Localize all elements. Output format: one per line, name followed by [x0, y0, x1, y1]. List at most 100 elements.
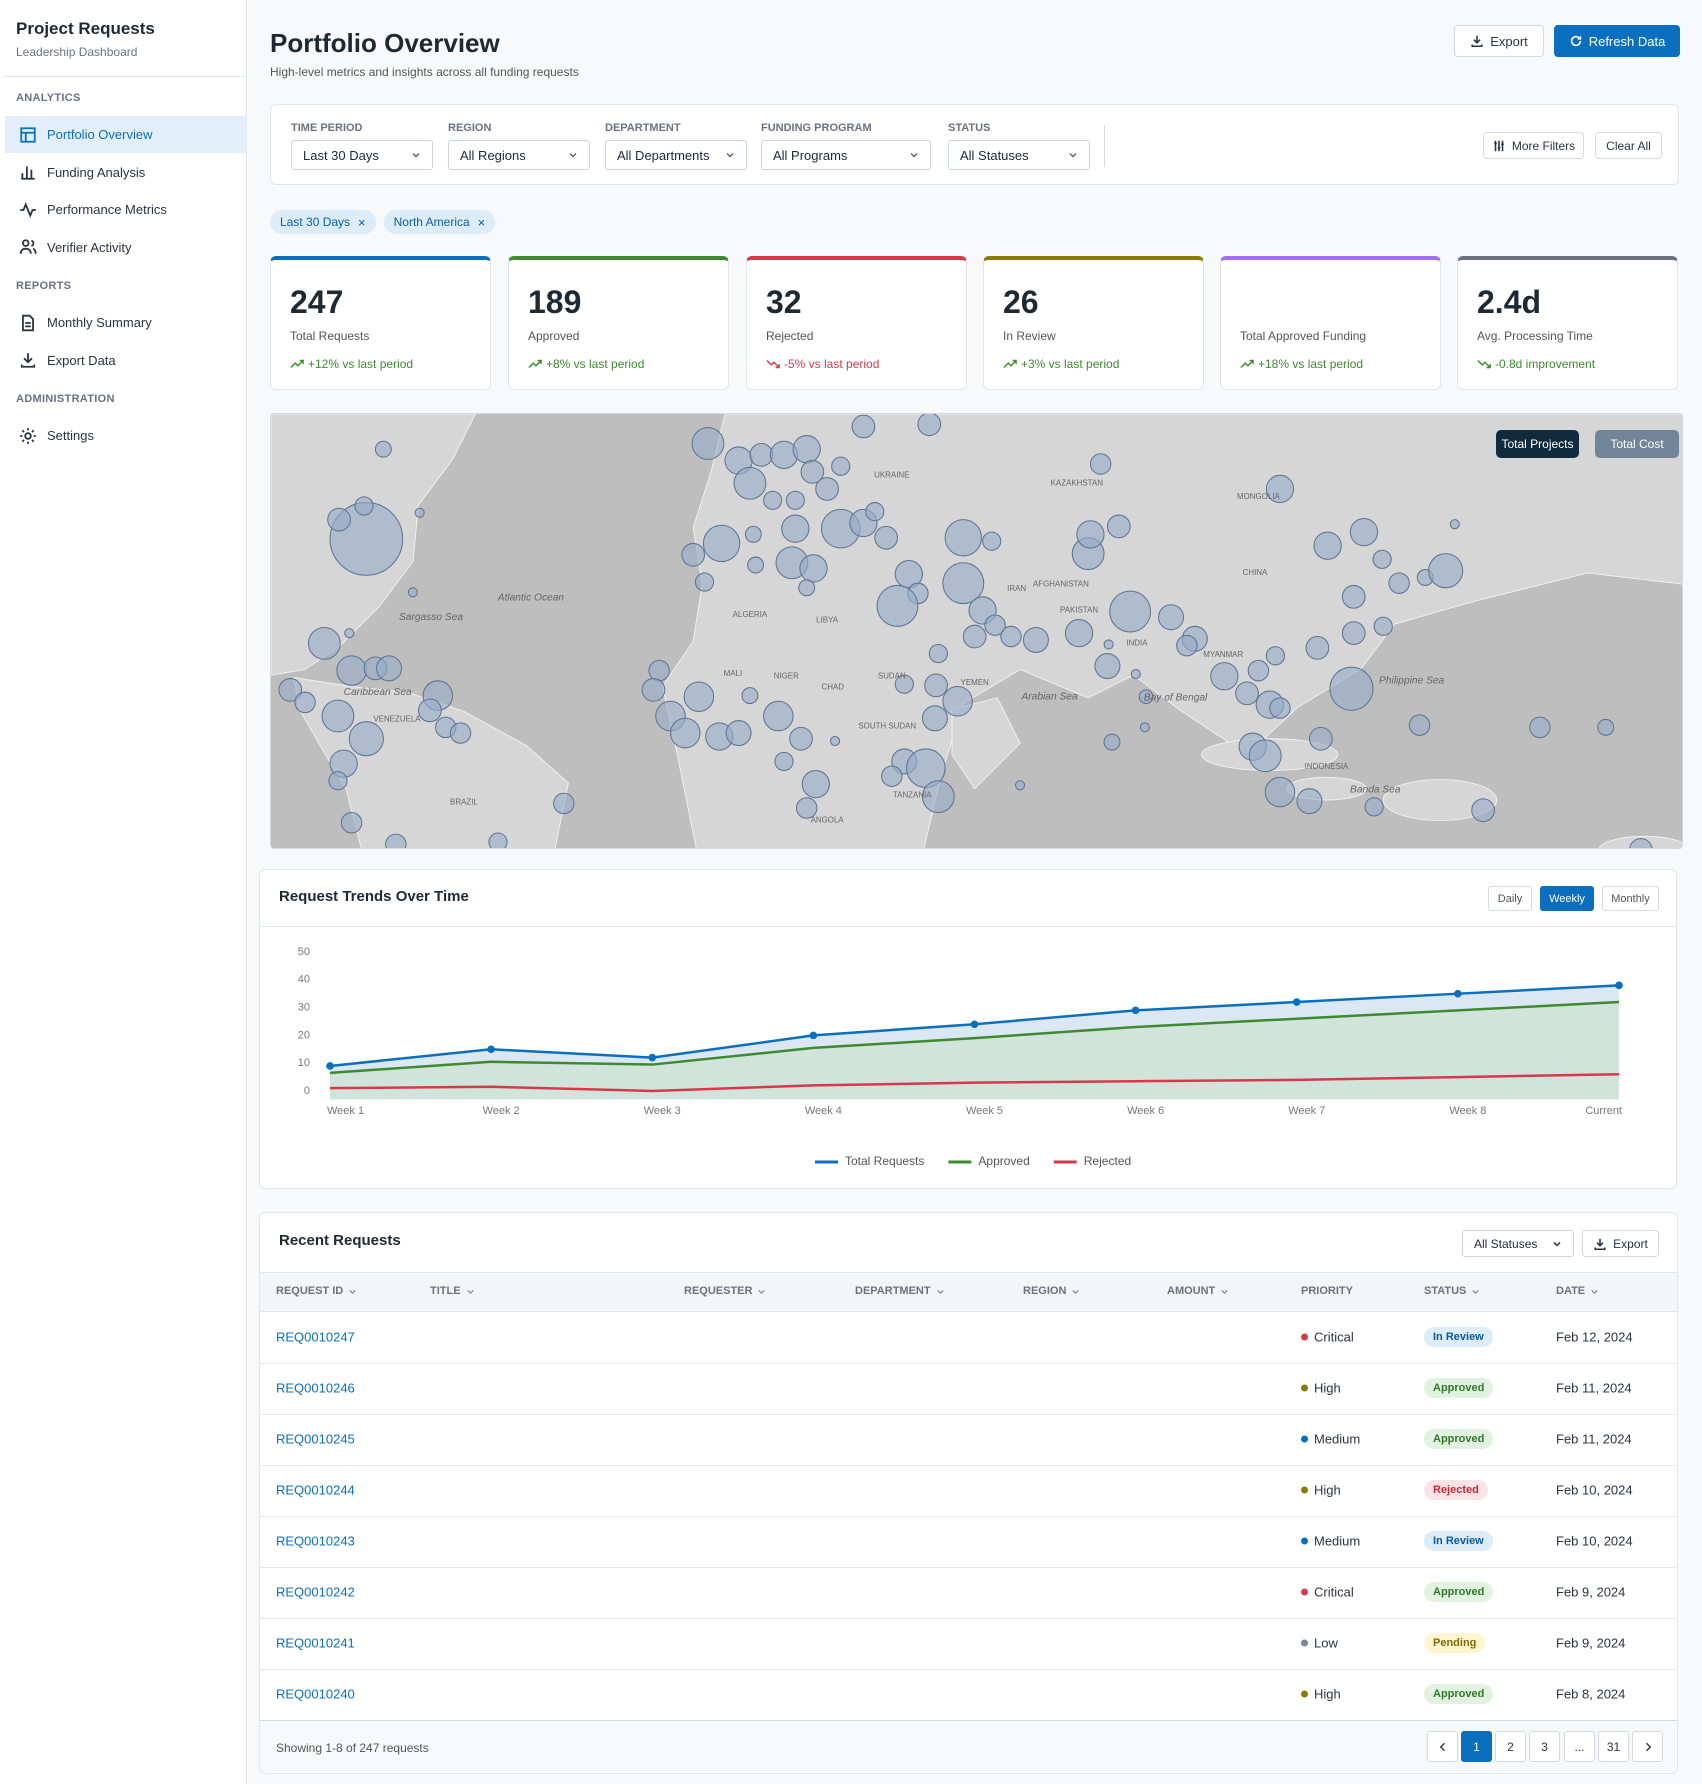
- filter-select[interactable]: All Statuses: [948, 140, 1090, 170]
- map-bubble[interactable]: [1529, 716, 1551, 739]
- map-bubble[interactable]: [1597, 718, 1615, 736]
- map-bubble[interactable]: [1103, 639, 1114, 650]
- map-bubble[interactable]: [648, 659, 670, 682]
- map-bubble[interactable]: [488, 832, 508, 849]
- map-bubble[interactable]: [1248, 739, 1282, 773]
- map-bubble[interactable]: [1015, 780, 1026, 791]
- filter-select[interactable]: All Departments: [605, 140, 747, 170]
- filter-chip[interactable]: Last 30 Days ×: [270, 210, 376, 234]
- map-bubble[interactable]: [278, 678, 303, 702]
- refresh-button[interactable]: Refresh Data: [1554, 25, 1680, 57]
- map-bubble[interactable]: [449, 722, 472, 744]
- map-bubble[interactable]: [1373, 616, 1393, 636]
- map-bubble[interactable]: [374, 440, 392, 458]
- column-header[interactable]: AMOUNT: [1167, 1285, 1229, 1297]
- map-bubble[interactable]: [749, 443, 774, 467]
- export-button[interactable]: Export: [1454, 25, 1544, 57]
- map-bubble[interactable]: [1313, 531, 1342, 560]
- map-bubble[interactable]: [984, 614, 1006, 636]
- filter-select[interactable]: All Regions: [448, 140, 590, 170]
- map-bubble[interactable]: [376, 655, 403, 682]
- map-bubble[interactable]: [340, 812, 363, 834]
- filter-select[interactable]: All Programs: [761, 140, 931, 170]
- map-bubble[interactable]: [294, 691, 316, 714]
- map-bubble[interactable]: [924, 673, 948, 698]
- period-toggle[interactable]: Weekly: [1540, 886, 1594, 911]
- map-bubble[interactable]: [1089, 453, 1112, 475]
- map-bubble[interactable]: [921, 705, 948, 732]
- map-bubble[interactable]: [321, 699, 355, 733]
- map-bubble[interactable]: [865, 502, 885, 522]
- page-button[interactable]: 2: [1495, 1731, 1526, 1762]
- map-bubble[interactable]: [1000, 625, 1022, 648]
- request-id-link[interactable]: REQ0010244: [276, 1482, 355, 1498]
- export-button[interactable]: Export: [1582, 1230, 1659, 1257]
- map-bubble[interactable]: [1305, 636, 1330, 660]
- map-bubble[interactable]: [733, 466, 767, 500]
- map-bubble[interactable]: [744, 525, 762, 543]
- chip-remove[interactable]: ×: [358, 214, 366, 230]
- map-bubble[interactable]: [1109, 590, 1152, 633]
- map-bubble[interactable]: [1296, 788, 1323, 815]
- column-header[interactable]: REQUESTER: [684, 1285, 766, 1297]
- map-toggle-button[interactable]: Total Projects: [1496, 430, 1579, 458]
- request-id-link[interactable]: REQ0010247: [276, 1329, 355, 1345]
- map-bubble[interactable]: [1349, 517, 1379, 547]
- map-bubble[interactable]: [831, 456, 851, 476]
- map-bubble[interactable]: [1130, 668, 1141, 680]
- map-bubble[interactable]: [1094, 653, 1121, 680]
- nav-item[interactable]: Settings: [5, 417, 247, 454]
- map-bubble[interactable]: [691, 427, 725, 460]
- page-button[interactable]: ...: [1564, 1731, 1595, 1762]
- request-id-link[interactable]: REQ0010241: [276, 1635, 355, 1651]
- map-bubble[interactable]: [944, 519, 982, 557]
- map-bubble[interactable]: [928, 643, 948, 664]
- map-bubble[interactable]: [1449, 519, 1460, 530]
- map-bubble[interactable]: [702, 524, 741, 563]
- next-page-button[interactable]: [1632, 1731, 1663, 1762]
- page-button[interactable]: 3: [1529, 1731, 1560, 1762]
- nav-item[interactable]: Funding Analysis: [5, 154, 247, 191]
- map-bubble[interactable]: [1265, 474, 1295, 504]
- map-bubble[interactable]: [1265, 646, 1286, 666]
- map-bubble[interactable]: [876, 584, 919, 627]
- map-bubble[interactable]: [1106, 514, 1131, 539]
- map-bubble[interactable]: [1629, 838, 1653, 849]
- column-header[interactable]: TITLE: [430, 1285, 475, 1297]
- request-id-link[interactable]: REQ0010245: [276, 1431, 355, 1447]
- map-bubble[interactable]: [1176, 634, 1198, 657]
- map-bubble[interactable]: [418, 698, 442, 723]
- prev-page-button[interactable]: [1427, 1731, 1458, 1762]
- map-bubble[interactable]: [799, 554, 828, 583]
- map-bubble[interactable]: [1022, 626, 1049, 653]
- map-bubble[interactable]: [1264, 776, 1296, 808]
- column-header[interactable]: REQUEST ID: [276, 1285, 357, 1297]
- map-bubble[interactable]: [1138, 689, 1154, 705]
- map-bubble[interactable]: [1329, 666, 1374, 711]
- map-bubble[interactable]: [785, 490, 805, 510]
- map-bubble[interactable]: [962, 624, 987, 649]
- filter-chip[interactable]: North America ×: [383, 210, 496, 234]
- map-bubble[interactable]: [354, 496, 374, 516]
- map-bubble[interactable]: [800, 460, 825, 484]
- request-id-link[interactable]: REQ0010240: [276, 1686, 355, 1702]
- page-button[interactable]: 31: [1598, 1731, 1629, 1762]
- request-id-link[interactable]: REQ0010243: [276, 1533, 355, 1549]
- map-toggle-button[interactable]: Total Cost: [1595, 430, 1679, 458]
- map-bubble[interactable]: [348, 721, 384, 757]
- map-bubble[interactable]: [1076, 520, 1105, 549]
- map-bubble[interactable]: [1341, 584, 1366, 609]
- clear-all-button[interactable]: Clear All: [1595, 132, 1662, 159]
- map-bubble[interactable]: [921, 780, 955, 814]
- map-bubble[interactable]: [1210, 662, 1239, 691]
- period-toggle[interactable]: Daily: [1488, 886, 1532, 911]
- map-bubble[interactable]: [774, 751, 794, 772]
- map-bubble[interactable]: [1103, 733, 1121, 751]
- map-bubble[interactable]: [307, 626, 341, 660]
- map-bubble[interactable]: [414, 507, 425, 518]
- map-bubble[interactable]: [942, 685, 973, 717]
- column-header[interactable]: STATUS: [1424, 1285, 1480, 1297]
- nav-item[interactable]: Performance Metrics: [5, 191, 247, 228]
- map-bubble[interactable]: [917, 414, 942, 437]
- filter-select[interactable]: Last 30 Days: [291, 140, 433, 170]
